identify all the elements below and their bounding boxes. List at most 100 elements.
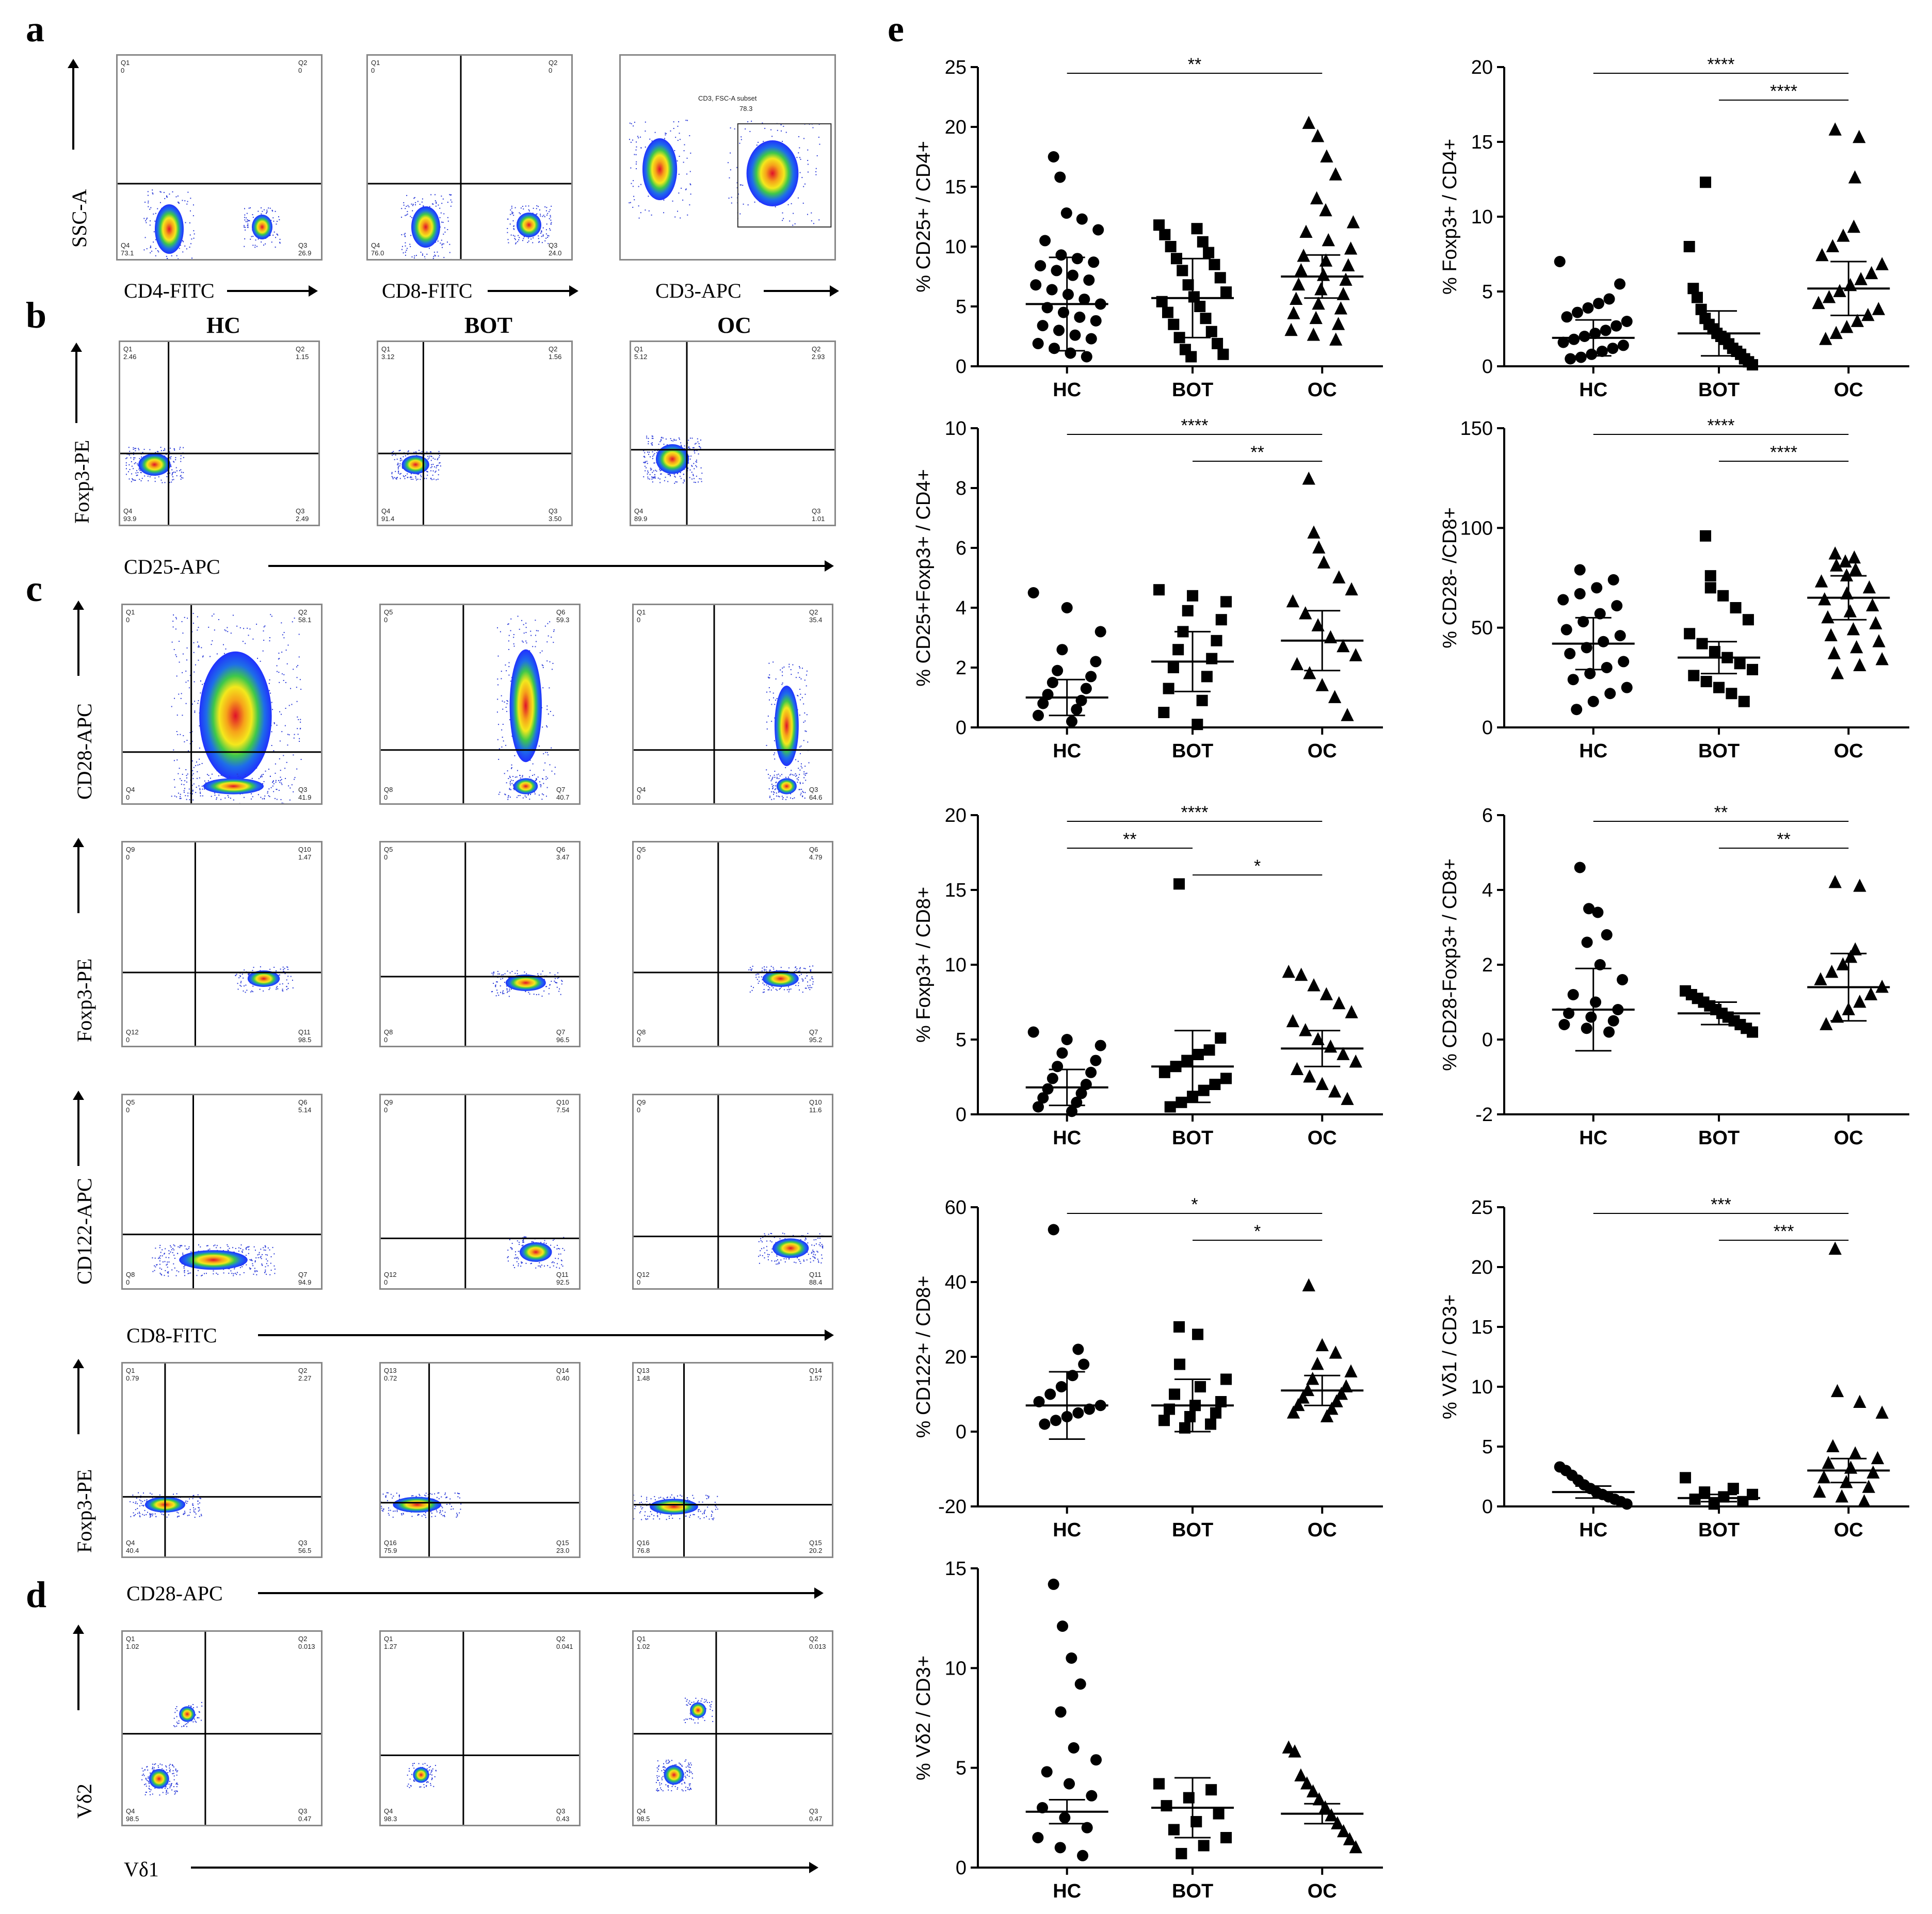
data-point-bot	[1198, 1840, 1210, 1851]
data-point-bot	[1211, 635, 1222, 646]
quadrant-label-q4: Q4 98.5	[126, 1807, 139, 1823]
data-point-bot	[1168, 662, 1179, 673]
group-title-hc: HC	[206, 312, 240, 338]
data-point-hc	[1574, 862, 1586, 873]
y-axis-arrow-c1	[77, 609, 79, 676]
data-point-oc	[1863, 580, 1876, 593]
data-point-hc	[1072, 1407, 1084, 1419]
quadrant-label-q1: Q1 0	[126, 608, 135, 624]
x-tick-label: HC	[1579, 740, 1607, 762]
quadrant-label-q4: Q4 98.3	[384, 1807, 397, 1823]
data-point-oc	[1311, 129, 1324, 142]
y-tick-label: 2	[956, 657, 967, 679]
x-tick-label: BOT	[1172, 1519, 1213, 1541]
data-point-hc	[1591, 582, 1602, 593]
y-axis-arrow-a	[72, 67, 74, 150]
data-point-bot	[1187, 590, 1198, 602]
data-point-oc	[1850, 640, 1863, 653]
significance-label: ****	[1770, 82, 1797, 101]
data-point-hc	[1083, 274, 1094, 286]
significance-label: **	[1714, 803, 1728, 822]
data-point-hc	[1050, 1415, 1061, 1426]
data-point-hc	[1056, 644, 1068, 655]
x-tick-label: OC	[1308, 379, 1337, 401]
quadrant-label-q3: Q7 96.5	[556, 1028, 569, 1044]
significance-label: *	[1191, 1195, 1198, 1214]
data-point-hc	[1574, 564, 1586, 576]
y-tick-label: 2	[1482, 954, 1493, 976]
quadrant-label-q2: Q10 11.6	[809, 1098, 822, 1114]
data-point-oc	[1342, 258, 1355, 271]
y-tick-label: 10	[945, 418, 967, 440]
y-tick-label: 150	[1460, 418, 1493, 440]
data-point-hc	[1557, 594, 1569, 606]
data-point-hc	[1053, 325, 1065, 336]
panel-letter-a: a	[26, 8, 44, 51]
data-point-oc	[1317, 268, 1330, 281]
data-point-bot	[1713, 682, 1725, 693]
quadrant-label-q2: Q10 1.47	[298, 846, 311, 861]
data-point-oc	[1829, 875, 1842, 888]
data-point-hc	[1561, 624, 1572, 636]
x-tick-label: OC	[1308, 1519, 1337, 1541]
data-point-hc	[1608, 1015, 1619, 1027]
data-point-bot	[1205, 1419, 1216, 1430]
x-tick-label: OC	[1308, 740, 1337, 762]
data-point-bot	[1158, 1415, 1170, 1426]
data-point-hc	[1565, 353, 1576, 365]
data-point-oc	[1853, 879, 1866, 891]
data-point-hc	[1062, 289, 1074, 300]
data-point-bot	[1217, 349, 1229, 360]
data-point-bot	[1210, 1407, 1221, 1419]
data-point-oc	[1307, 978, 1320, 991]
data-point-hc	[1554, 256, 1566, 267]
data-point-oc	[1302, 1278, 1315, 1291]
quadrant-label-q3: Q15 20.2	[809, 1539, 822, 1554]
data-point-hc	[1617, 974, 1628, 985]
y-axis-label: % Foxp3+ / CD4+	[1439, 139, 1461, 295]
quadrant-label-q1: Q13 1.48	[637, 1367, 650, 1382]
quadrant-label-q2: Q2 35.4	[809, 608, 822, 624]
data-point-hc	[1072, 253, 1083, 264]
data-point-hc	[1592, 907, 1603, 918]
x-tick-label: OC	[1834, 379, 1863, 401]
data-point-hc	[1044, 1389, 1056, 1400]
data-point-oc	[1849, 1446, 1862, 1459]
data-point-hc	[1048, 1579, 1059, 1590]
data-point-bot	[1168, 1824, 1180, 1836]
cell-population	[179, 1706, 195, 1722]
quadrant-label-q2: Q14 0.40	[556, 1367, 569, 1382]
data-point-oc	[1306, 1372, 1319, 1385]
data-point-bot	[1195, 1381, 1206, 1392]
significance-label: **	[1188, 55, 1201, 74]
data-point-hc	[1048, 1224, 1059, 1236]
data-point-hc	[1588, 696, 1599, 707]
data-point-bot	[1697, 638, 1708, 650]
data-point-hc	[1056, 1381, 1067, 1392]
significance-label: ****	[1770, 443, 1797, 462]
y-tick-label: 20	[945, 805, 967, 826]
panel-letter-c: c	[26, 567, 42, 610]
x-tick-label: HC	[1053, 379, 1081, 401]
y-axis-arrow-c4	[77, 1367, 79, 1434]
data-point-bot	[1684, 628, 1695, 639]
data-point-bot	[1159, 1067, 1170, 1078]
quadrant-label-q1: Q1 2.46	[123, 345, 136, 361]
data-point-hc	[1090, 1754, 1102, 1765]
y-axis-label: % CD25+Foxp3+ / CD4+	[913, 469, 935, 686]
cell-population	[199, 652, 271, 781]
data-point-oc	[1314, 282, 1327, 295]
data-point-hc	[1088, 256, 1099, 268]
data-point-bot	[1734, 658, 1746, 669]
data-point-bot	[1220, 1073, 1232, 1084]
data-point-oc	[1813, 1485, 1826, 1498]
quadrant-label-q4: Q16 75.9	[384, 1539, 397, 1554]
